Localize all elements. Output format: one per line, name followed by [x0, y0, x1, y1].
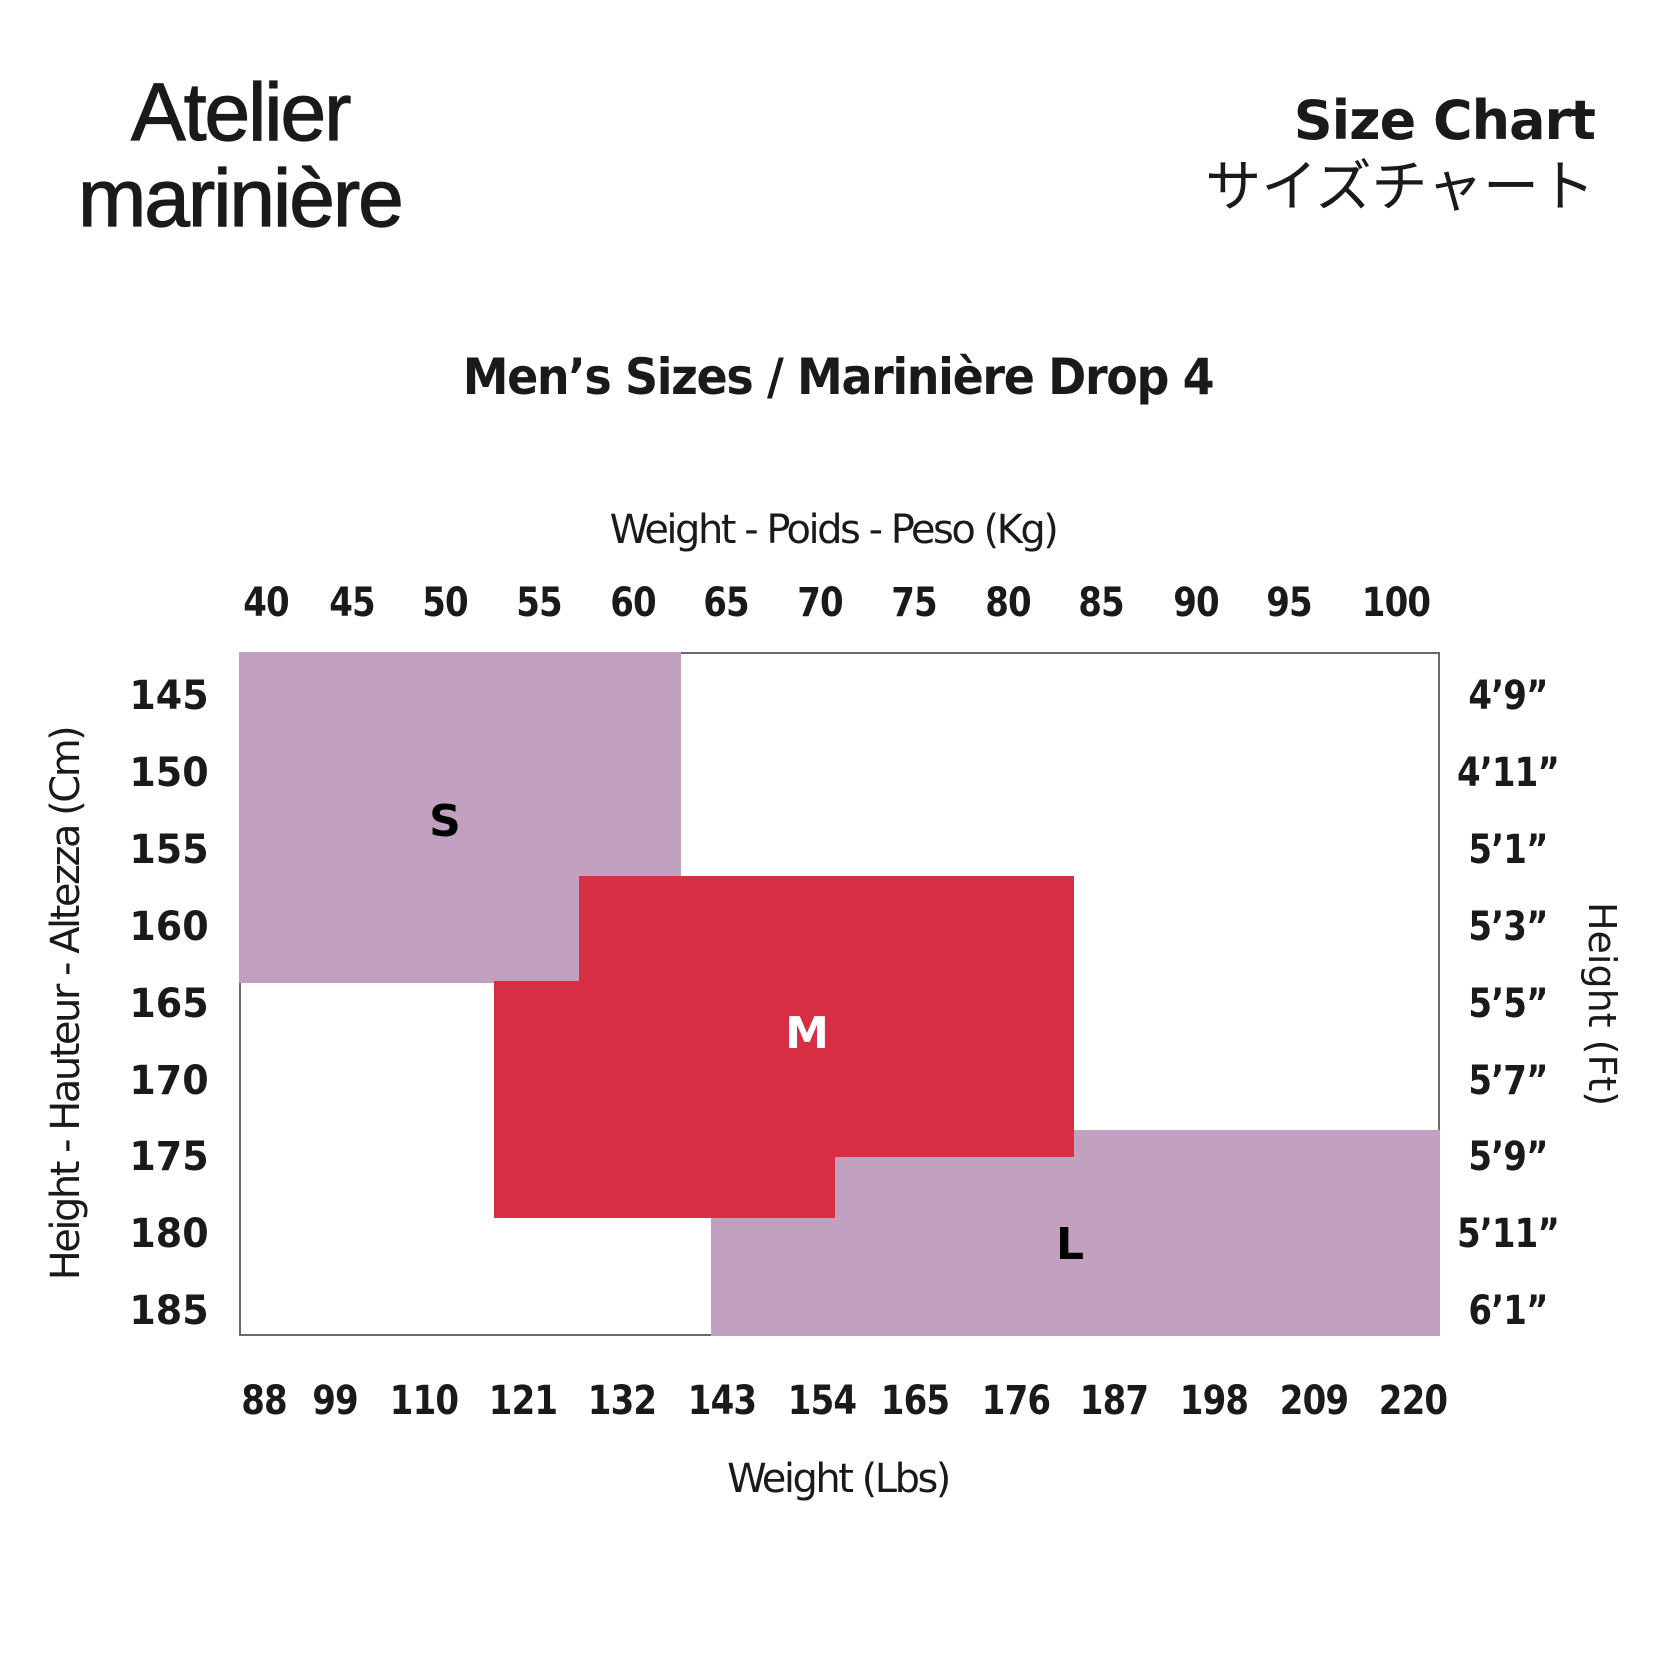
lbs-tick: 132: [587, 1378, 657, 1424]
size-m-region-lower: [494, 981, 835, 1218]
lbs-tick: 176: [981, 1378, 1051, 1424]
brand-logo-line-1: Atelier: [130, 67, 352, 158]
ft-tick: 5’9”: [1468, 1134, 1548, 1180]
lbs-tick: 143: [687, 1378, 757, 1424]
ft-tick: 5’1”: [1468, 827, 1548, 873]
kg-tick: 45: [329, 580, 375, 626]
size-chart-title-japanese: サイズチャート: [1205, 155, 1595, 220]
chart-title: Men’s Sizes / Marinière Drop 4: [462, 348, 1215, 406]
size-chart-title: Size Chart: [1293, 89, 1596, 152]
kg-tick: 65: [703, 580, 749, 626]
lbs-tick: 165: [880, 1378, 950, 1424]
brand-logo-line-2: marinière: [77, 153, 404, 244]
ft-tick: 6’1”: [1468, 1288, 1548, 1334]
size-l-label: L: [1055, 1219, 1085, 1270]
y-left-axis-title: Height - Hauteur - Altezza (Cm): [43, 727, 89, 1281]
size-s-region-bottom: [239, 878, 579, 983]
x-top-axis-title: Weight - Poids - Peso (Kg): [609, 507, 1059, 553]
size-l-region-left: [711, 1218, 836, 1336]
kg-tick: 85: [1078, 580, 1124, 626]
size-l-region-right: [1074, 1130, 1440, 1336]
cm-tick: 150: [129, 750, 209, 796]
cm-tick: 145: [129, 673, 209, 719]
lbs-tick: 198: [1179, 1378, 1249, 1424]
size-l-region-mid: [835, 1157, 1075, 1336]
kg-tick: 75: [891, 580, 937, 626]
size-m-label: M: [785, 1008, 829, 1059]
cm-tick: 175: [129, 1134, 209, 1180]
kg-tick: 55: [516, 580, 562, 626]
kg-tick: 60: [610, 580, 656, 626]
lbs-tick: 99: [312, 1378, 358, 1424]
size-plot-area: S M L: [239, 652, 1440, 1336]
y-right-axis-title: Height (Ft): [1580, 901, 1624, 1107]
size-s-region-top: [239, 652, 681, 878]
lbs-tick: 88: [241, 1378, 287, 1424]
kg-tick: 100: [1361, 580, 1431, 626]
ft-tick: 5’5”: [1468, 981, 1548, 1027]
cm-tick: 185: [129, 1288, 209, 1334]
cm-tick: 170: [129, 1058, 209, 1104]
cm-tick: 180: [129, 1211, 209, 1257]
cm-tick: 165: [129, 981, 209, 1027]
lbs-tick: 121: [488, 1378, 558, 1424]
lbs-tick: 220: [1378, 1378, 1448, 1424]
cm-tick: 155: [129, 827, 209, 873]
ft-tick: 4’11”: [1457, 750, 1560, 796]
ft-tick: 5’11”: [1457, 1211, 1560, 1257]
ft-tick: 4’9”: [1468, 673, 1548, 719]
size-s-label: S: [429, 796, 461, 847]
kg-tick: 90: [1173, 580, 1219, 626]
kg-tick: 40: [243, 580, 289, 626]
lbs-tick: 209: [1279, 1378, 1349, 1424]
cm-tick: 160: [129, 904, 209, 950]
lbs-tick: 110: [389, 1378, 459, 1424]
x-bottom-axis-title: Weight (Lbs): [727, 1456, 951, 1502]
kg-tick: 95: [1266, 580, 1312, 626]
kg-tick: 80: [985, 580, 1031, 626]
lbs-tick: 154: [787, 1378, 857, 1424]
ft-tick: 5’7”: [1468, 1058, 1548, 1104]
kg-tick: 70: [797, 580, 843, 626]
ft-tick: 5’3”: [1468, 904, 1548, 950]
lbs-tick: 187: [1079, 1378, 1149, 1424]
kg-tick: 50: [422, 580, 468, 626]
